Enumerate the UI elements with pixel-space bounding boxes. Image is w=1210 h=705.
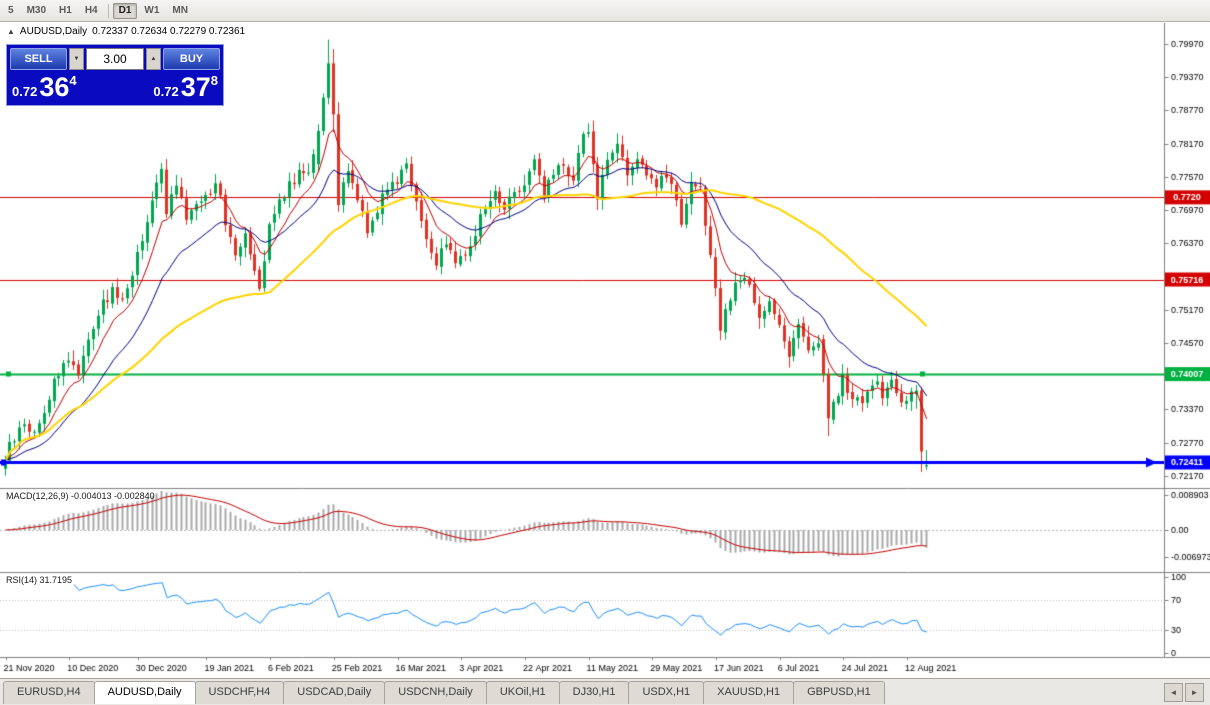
tab-dj30-h1[interactable]: DJ30,H1: [558, 681, 630, 704]
volume-input[interactable]: [86, 48, 144, 70]
buy-price[interactable]: 0.72 37 8: [153, 72, 218, 102]
timeframe-h1[interactable]: H1: [59, 4, 72, 16]
toolbar-separator: [107, 3, 109, 18]
timeframe-mn[interactable]: MN: [172, 4, 188, 16]
price-chart-canvas[interactable]: [0, 23, 1210, 679]
volume-spin-up-icon[interactable]: ▲: [146, 48, 161, 70]
chart-ohlc-values: 0.72337 0.72634 0.72279 0.72361: [92, 26, 246, 37]
buy-price-sup: 8: [210, 73, 218, 88]
one-click-toggle-icon[interactable]: ▲: [7, 27, 15, 36]
chart-area: ▲ AUDUSD,Daily 0.72337 0.72634 0.72279 0…: [0, 23, 1210, 679]
tab-ukoil-h1[interactable]: UKOil,H1: [485, 681, 560, 704]
chart-ohlc-title: ▲ AUDUSD,Daily 0.72337 0.72634 0.72279 0…: [7, 26, 245, 37]
timeframe-w1[interactable]: W1: [144, 4, 160, 16]
buy-button[interactable]: BUY: [163, 48, 220, 70]
tabs-scroll-right-icon[interactable]: ►: [1185, 683, 1204, 702]
timeframe-m30[interactable]: M30: [26, 4, 47, 16]
tabs-scroll-left-icon[interactable]: ◄: [1164, 683, 1183, 702]
buy-price-big: 37: [180, 72, 211, 102]
tab-usdx-h1[interactable]: USDX,H1: [628, 681, 705, 704]
sell-price-sup: 4: [69, 73, 77, 88]
tab-audusd-daily[interactable]: AUDUSD,Daily: [93, 681, 196, 704]
chart-symbol-label: AUDUSD,Daily: [19, 26, 88, 37]
timeframe-h4[interactable]: H4: [84, 4, 98, 16]
tab-usdchf-h4[interactable]: USDCHF,H4: [194, 681, 285, 704]
tab-eurusd-h4[interactable]: EURUSD,H4: [3, 681, 95, 704]
rsi-indicator-label: RSI(14) 31.7195: [6, 575, 73, 585]
volume-spin-down-icon[interactable]: ▼: [69, 48, 84, 70]
sell-price-big: 36: [39, 72, 70, 102]
tabs-scroll-controls: ◄ ►: [1164, 681, 1208, 702]
timeframe-d1[interactable]: D1: [112, 2, 138, 19]
buy-price-small: 0.72: [153, 84, 179, 99]
sell-button[interactable]: SELL: [10, 48, 67, 70]
tab-usdcnh-daily[interactable]: USDCNH,Daily: [384, 681, 487, 704]
macd-indicator-label: MACD(12,26,9) -0.004013 -0.002840: [6, 491, 155, 501]
sell-price[interactable]: 0.72 36 4: [12, 72, 77, 102]
tab-usdcad-daily[interactable]: USDCAD,Daily: [283, 681, 386, 704]
tab-gbpusd-h1[interactable]: GBPUSD,H1: [793, 681, 885, 704]
sell-price-small: 0.72: [12, 84, 38, 99]
timeframe-toolbar: 5 M30 H1 H4 D1 W1 MN: [0, 0, 1210, 22]
tab-xauusd-h1[interactable]: XAUUSD,H1: [703, 681, 795, 704]
chart-tabs-bar: EURUSD,H4 AUDUSD,Daily USDCHF,H4 USDCAD,Dai…: [0, 678, 1210, 705]
timeframe-5[interactable]: 5: [8, 4, 14, 16]
